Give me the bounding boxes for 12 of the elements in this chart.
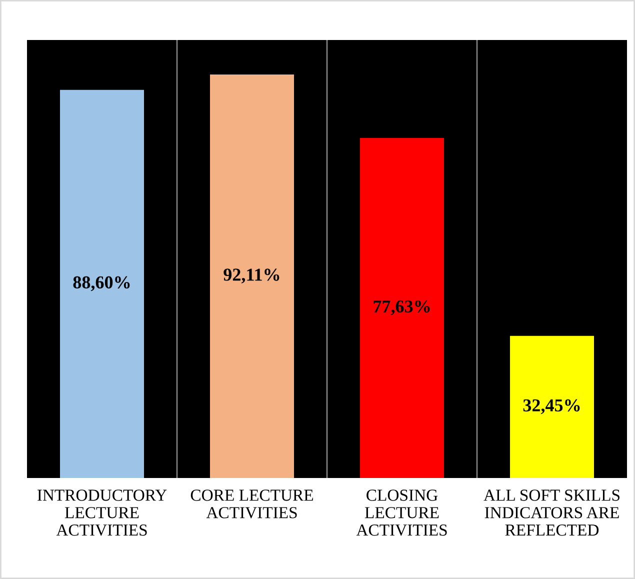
x-tick-label: CORE LECTURE ACTIVITIES (190, 490, 313, 518)
x-tick-label: CLOSING LECTURE ACTIVITIES (356, 490, 447, 536)
data-label: 88,60% (73, 276, 130, 292)
x-tick-label: ALL SOFT SKILLS INDICATORS ARE REFLECTED (484, 490, 620, 536)
bar (510, 336, 594, 478)
bar (210, 74, 294, 478)
bar (360, 138, 444, 478)
data-label: 32,45% (523, 399, 580, 414)
bar (60, 90, 144, 478)
x-tick-label: INTRODUCTORY LECTURE ACTIVITIES (37, 490, 167, 536)
data-label: 77,63% (374, 300, 430, 316)
data-label: 92,11% (224, 268, 280, 284)
